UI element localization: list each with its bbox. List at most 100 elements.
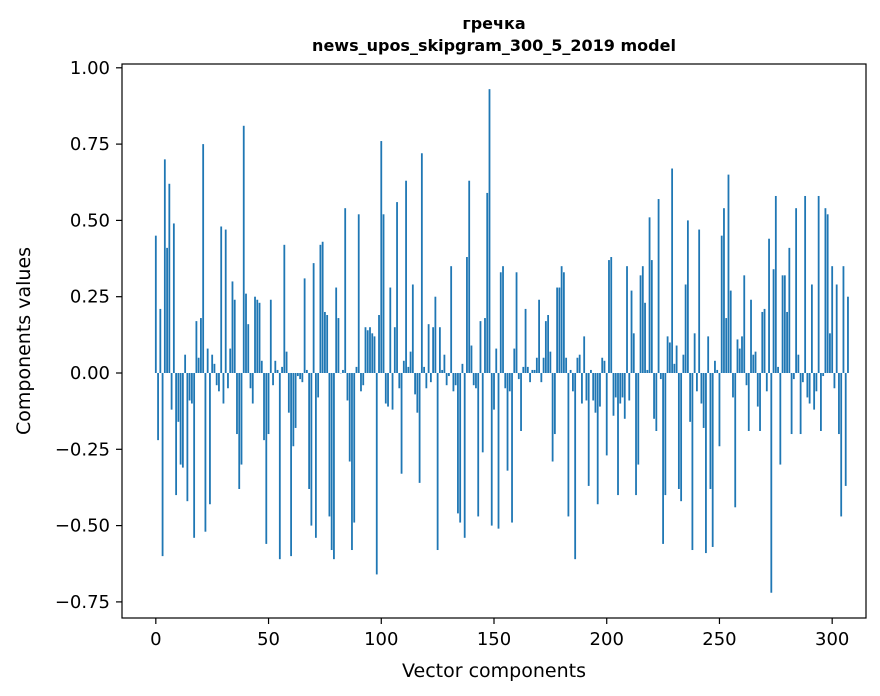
bar — [380, 141, 383, 373]
bar — [637, 373, 640, 465]
bar — [741, 336, 743, 373]
bar — [549, 351, 552, 373]
bar — [628, 373, 631, 401]
x-tick-label: 0 — [150, 629, 161, 650]
bar — [689, 373, 692, 422]
bar — [522, 366, 525, 373]
bar — [301, 373, 304, 383]
bar — [166, 247, 168, 373]
bar — [324, 311, 326, 373]
bar — [292, 373, 295, 447]
y-axis-label: Components values — [13, 247, 35, 435]
bar — [729, 290, 732, 373]
y-tick-label: −0.50 — [55, 516, 110, 537]
bar — [824, 208, 827, 373]
bar — [815, 373, 818, 392]
bar — [493, 373, 495, 410]
bar — [531, 369, 534, 373]
bar — [644, 302, 646, 373]
bar — [420, 153, 423, 373]
bar — [463, 373, 466, 538]
bar — [211, 354, 214, 373]
bar — [283, 244, 286, 373]
bar — [184, 354, 187, 373]
bar — [790, 373, 793, 435]
bar — [416, 373, 419, 413]
bar — [553, 373, 556, 435]
bar — [639, 275, 642, 373]
bar — [840, 373, 843, 517]
bar — [188, 373, 191, 401]
bar — [425, 373, 428, 389]
bar — [585, 373, 588, 401]
bar — [698, 229, 701, 373]
bar — [578, 354, 581, 373]
bar — [626, 266, 628, 373]
bar — [342, 369, 344, 373]
bar — [209, 373, 211, 505]
bar — [603, 360, 606, 373]
bar — [720, 235, 723, 373]
bar — [436, 373, 439, 551]
bar — [781, 275, 784, 373]
bar — [747, 373, 750, 431]
bar — [472, 373, 475, 386]
bar — [714, 360, 716, 373]
bar — [414, 373, 416, 395]
bar — [709, 373, 712, 489]
bar — [820, 373, 822, 431]
bar — [481, 373, 484, 453]
bar — [206, 348, 209, 373]
bar — [335, 287, 338, 373]
bar — [227, 373, 229, 389]
bar — [675, 345, 678, 373]
bar — [240, 373, 243, 465]
bar — [457, 373, 459, 514]
bar — [247, 324, 250, 373]
bar — [826, 214, 829, 373]
bar — [195, 321, 198, 373]
bar — [752, 354, 755, 373]
bar — [213, 363, 216, 373]
bar — [777, 366, 779, 373]
bar — [562, 272, 565, 373]
chart-title: гречка — [462, 14, 525, 33]
bar — [538, 299, 540, 373]
bar — [249, 373, 252, 389]
bar — [353, 373, 356, 523]
bar — [290, 373, 292, 557]
bar — [236, 373, 238, 435]
bar — [567, 373, 570, 517]
bar — [245, 293, 247, 373]
bar — [344, 208, 347, 373]
bar — [599, 373, 601, 407]
bar — [693, 333, 696, 373]
bar — [466, 257, 468, 373]
bar — [450, 266, 453, 373]
bar — [254, 296, 256, 373]
bar — [427, 324, 430, 373]
bar — [454, 373, 457, 386]
bar — [233, 299, 236, 373]
bar — [745, 373, 748, 386]
bar — [287, 373, 290, 413]
bar — [655, 373, 658, 431]
bar — [202, 144, 205, 373]
bar — [328, 373, 331, 517]
y-axis-ticks: 1.00 0.75 0.50 0.25 0.00 −0.25 −0.50 −0.75 — [55, 58, 122, 613]
bar — [263, 373, 265, 441]
bar — [486, 192, 489, 373]
bar — [360, 373, 362, 392]
bar — [801, 373, 804, 383]
bar — [671, 168, 674, 373]
bar — [612, 373, 615, 416]
bar — [256, 299, 259, 373]
bar — [524, 308, 527, 373]
bar — [294, 373, 297, 428]
bar — [529, 373, 531, 383]
y-tick-label: 0.25 — [70, 287, 110, 308]
bar — [515, 272, 518, 373]
bar — [835, 284, 838, 373]
bar — [265, 373, 268, 544]
bar — [468, 180, 471, 373]
